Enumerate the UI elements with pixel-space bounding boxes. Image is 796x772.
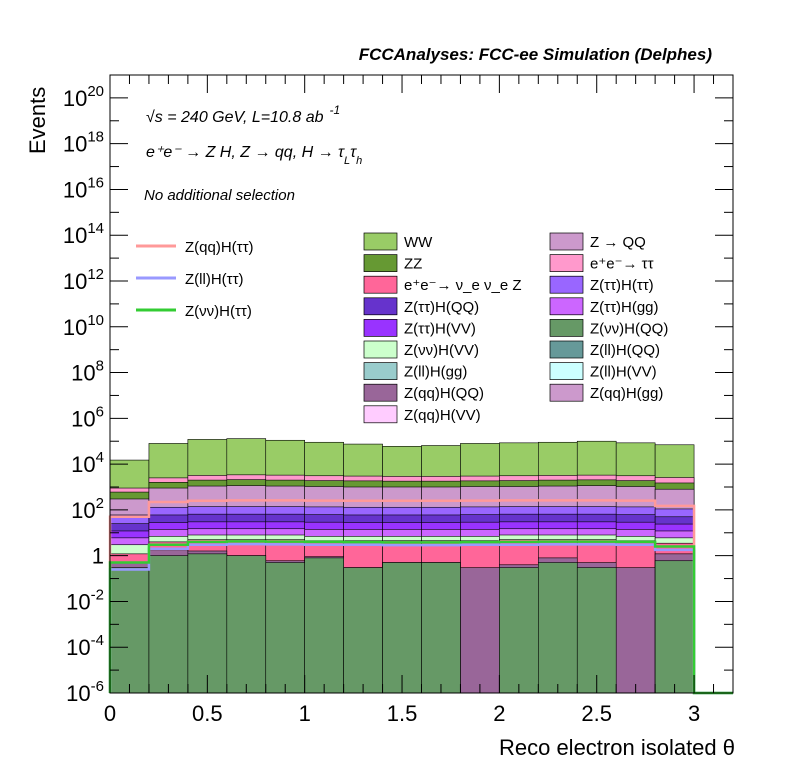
bar-z-h-qq--8: [421, 562, 461, 694]
legend-fill-label: Z(ττ)H(QQ): [404, 299, 479, 316]
bar-z-h-qq--3: [226, 555, 267, 694]
legend-fill-label: Z(ll)H(VV): [590, 364, 657, 381]
legend-fill-swatch: [363, 232, 398, 251]
x-tick-label: 0: [104, 701, 116, 726]
chart-title: FCCAnalyses: FCC-ee Simulation (Delphes): [359, 45, 713, 64]
x-tick-label: 0.5: [192, 701, 223, 726]
bar-z-h-qq--5: [304, 557, 344, 694]
legend-fill-swatch: [549, 254, 584, 272]
legend-signal: Z(qq)H(ττ) Z(ll)H(ττ) Z(νν)H(ττ): [136, 239, 254, 320]
legend-fill-swatch: [549, 362, 584, 380]
legend-fill-label: Z(qq)H(gg): [590, 385, 663, 402]
legend-fill-swatch: [363, 254, 398, 272]
legend-fill-label: Z(ττ)H(gg): [590, 299, 659, 316]
y-tick-label: 10-2: [66, 586, 104, 614]
bar-z-h-qq--4: [265, 562, 305, 694]
line-z-h-: [108, 540, 733, 695]
legend-fill-label: e⁺e⁻→ ν_e ν_e Z: [404, 277, 522, 294]
y-axis: 10-6 10-4 10-2 1 102 104 106 108 1010 1012 1014 101…: [63, 83, 733, 706]
x-tick-label: 2.5: [581, 701, 612, 726]
legend-fill-swatch: [549, 275, 584, 294]
y-tick-label: 1: [92, 544, 104, 569]
y-tick-label: 10-4: [66, 632, 104, 660]
y-tick-label: 1016: [63, 174, 104, 202]
legend-fill-label: Z(ττ)H(ττ): [590, 277, 654, 294]
legend-fill-label: Z(qq)H(QQ): [404, 385, 484, 402]
legend-line-label: Z(ll)H(ττ): [185, 271, 244, 288]
signal-lines: [108, 499, 733, 695]
line-z-ll-h-: [108, 542, 733, 695]
legend-fill-swatch: [363, 383, 398, 402]
legend-fill-swatch: [363, 297, 398, 316]
y-tick-label: 10-6: [66, 678, 104, 706]
legend-fill-swatch: [363, 405, 398, 424]
bar-z-qq-h-qq--13: [615, 567, 656, 694]
legend-fill-label: Z(ll)H(gg): [404, 364, 467, 381]
legend-line-label: Z(νν)H(ττ): [185, 303, 252, 320]
y-tick-label: 108: [71, 358, 104, 386]
legend-fill-swatch: [363, 275, 398, 294]
y-tick-label: 1018: [63, 129, 104, 157]
legend-fill-label: Z → QQ: [590, 234, 646, 251]
bar-z-h-qq--10: [499, 567, 539, 694]
x-axis-label: Reco electron isolated θ: [499, 735, 735, 760]
x-tick-label: 1.5: [387, 701, 418, 726]
annotation-block: √s = 240 GeV, L=10.8 ab -1 e⁺e⁻ → Z H, Z …: [144, 103, 362, 204]
legend-fill-swatch: [363, 319, 398, 337]
histogram-stack: [109, 438, 695, 694]
annotation-process: e⁺e⁻ → Z H, Z → qq, H → τLτh: [146, 144, 362, 167]
bar-z-h-qq--14: [654, 560, 695, 694]
legend-backgrounds: WW ZZ e⁺e⁻→ ν_e ν_e Z Z(ττ)H(QQ) Z(ττ)H(VV) Z…: [363, 232, 668, 424]
legend-fill-swatch: [549, 297, 584, 316]
x-tick-label: 3: [688, 701, 700, 726]
legend-fill-swatch: [363, 340, 398, 359]
y-tick-label: 102: [71, 495, 104, 523]
y-axis-label: Events: [25, 87, 50, 154]
legend-fill-swatch: [363, 362, 398, 380]
annotation-energy-lumi: √s = 240 GeV, L=10.8 ab -1: [146, 103, 340, 126]
legend-fill-swatch: [549, 383, 584, 402]
annotation-selection: No additional selection: [144, 187, 295, 204]
x-tick-label: 2: [493, 701, 505, 726]
bar-z-qq-h-qq--9: [460, 567, 500, 694]
y-tick-label: 106: [71, 403, 104, 431]
bar-z-h-qq--11: [538, 562, 578, 694]
legend-fill-label: WW: [404, 234, 433, 251]
y-tick-label: 1012: [63, 266, 104, 294]
legend-line-label: Z(qq)H(ττ): [185, 239, 254, 256]
legend-fill-label: Z(qq)H(VV): [404, 407, 481, 424]
bar-z-h-qq--12: [576, 567, 617, 694]
bar-z-h-qq--6: [343, 567, 383, 694]
legend-fill-swatch: [549, 340, 584, 359]
legend-fill-label: Z(ττ)H(VV): [404, 320, 476, 337]
y-tick-label: 104: [71, 449, 104, 477]
bar-z-h-qq--7: [382, 562, 422, 694]
bar-z-h-qq--0: [109, 567, 150, 694]
y-tick-label: 1010: [63, 312, 104, 340]
legend-fill-label: e⁺e⁻→ ττ: [590, 256, 654, 273]
line-z-qq-h-: [108, 499, 733, 695]
y-tick-label: 1014: [63, 220, 104, 248]
y-tick-label: 1020: [63, 83, 104, 111]
bar-z-h-qq--1: [148, 555, 189, 694]
x-tick-label: 1: [299, 701, 311, 726]
bar-z-h-qq--2: [187, 553, 228, 694]
legend-fill-label: ZZ: [404, 256, 422, 273]
legend-fill-label: Z(νν)H(VV): [404, 342, 479, 359]
legend-fill-swatch: [549, 232, 584, 251]
legend-fill-label: Z(νν)H(QQ): [590, 320, 668, 337]
legend-fill-label: Z(ll)H(QQ): [590, 342, 660, 359]
legend-fill-swatch: [549, 319, 584, 337]
x-axis: 0 0.5 1 1.5 2 2.5 3: [104, 75, 734, 726]
